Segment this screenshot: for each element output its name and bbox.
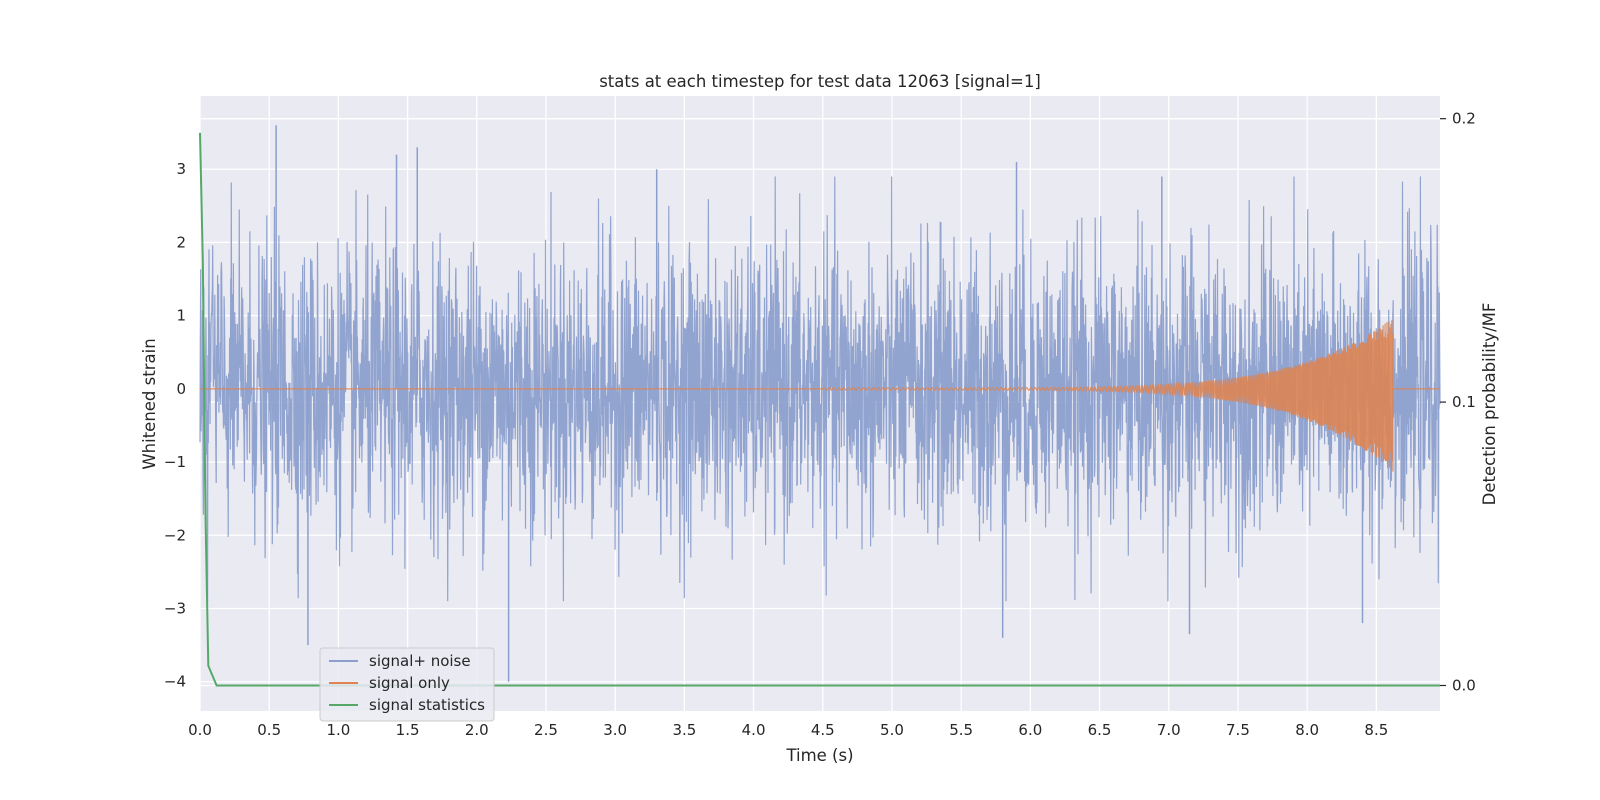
right-tick-label: 0.2: [1452, 110, 1476, 128]
x-tick-label: 8.0: [1295, 721, 1319, 739]
x-tick-label: 7.5: [1226, 721, 1250, 739]
y-tick-label: −2: [164, 526, 186, 544]
right-tick-label: 0.1: [1452, 393, 1476, 411]
x-tick-label: 0.0: [188, 721, 212, 739]
x-tick-label: 5.5: [949, 721, 973, 739]
y-tick-label: 1: [176, 307, 186, 325]
legend: signal+ noise signal only signal statist…: [319, 647, 495, 722]
y-tick-label: 2: [176, 233, 186, 251]
y-tick-label: −1: [164, 453, 186, 471]
series-signal-only: [200, 320, 1440, 472]
series-layer: [199, 125, 1441, 687]
x-tick-label: 0.5: [257, 721, 281, 739]
x-tick-label: 6.0: [1018, 721, 1042, 739]
y-axis-label: Whitened strain: [140, 338, 159, 469]
x-tick-label: 8.5: [1364, 721, 1388, 739]
y-tick-label: −3: [164, 600, 186, 618]
x-tick-label: 2.5: [534, 721, 558, 739]
series-signal-statistics: [199, 132, 1440, 687]
x-axis-label: Time (s): [785, 746, 853, 765]
x-tick-label: 1.5: [396, 721, 420, 739]
legend-label-signal-only: signal only: [369, 674, 450, 692]
right-tick-label: 0.0: [1452, 676, 1476, 694]
legend-box: [319, 647, 495, 722]
x-tick-label: 1.0: [326, 721, 350, 739]
x-tick-label: 4.0: [742, 721, 766, 739]
x-tick-label: 4.5: [811, 721, 835, 739]
y-tick-label: 3: [176, 160, 186, 178]
x-tick-label: 2.0: [465, 721, 489, 739]
x-tick-label: 3.5: [672, 721, 696, 739]
y-axis-ticks: −4 −3 −2 −1 0 1 2 3: [164, 160, 186, 691]
right-axis-ticks: 0.0 0.1 0.2: [1440, 110, 1476, 694]
legend-label-signal-statistics: signal statistics: [369, 696, 485, 714]
x-tick-label: 6.5: [1088, 721, 1112, 739]
y-tick-label: −4: [164, 673, 186, 691]
chart-title: stats at each timestep for test data 120…: [599, 72, 1041, 91]
x-tick-label: 5.0: [880, 721, 904, 739]
x-tick-label: 7.0: [1157, 721, 1181, 739]
legend-label-signal-noise: signal+ noise: [369, 652, 471, 670]
x-axis-ticks: 0.0 0.5 1.0 1.5 2.0 2.5 3.0 3.5 4.0 4.5 5.0 5.5 6.0 6…: [188, 721, 1388, 739]
right-axis-label: Detection probability/MF: [1480, 303, 1499, 506]
x-tick-label: 3.0: [603, 721, 627, 739]
y-tick-label: 0: [176, 380, 186, 398]
